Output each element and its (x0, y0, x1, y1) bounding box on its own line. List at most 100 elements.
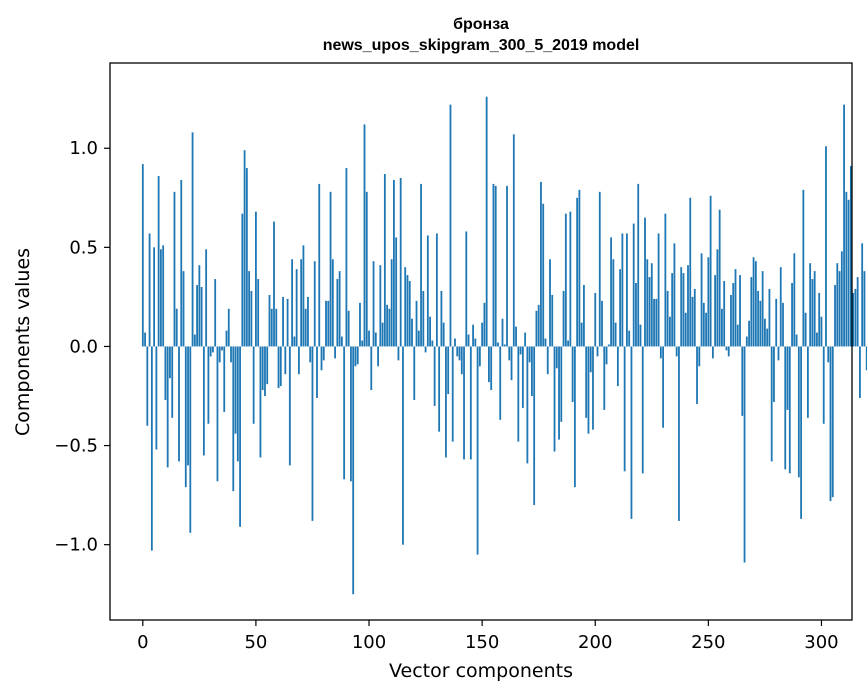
bar-25 (198, 265, 201, 347)
bar-244 (693, 288, 696, 347)
bar-49 (252, 346, 255, 424)
bar-21 (189, 346, 192, 533)
bar-88 (340, 336, 343, 347)
bar-268 (748, 320, 750, 347)
bar-184 (558, 346, 560, 440)
bar-142 (463, 346, 465, 460)
bar-118 (408, 281, 411, 347)
y-tick-label: −1.0 (54, 535, 98, 556)
y-axis-ticks: −1.0 −0.5 0.0 0.5 1.0 (54, 138, 110, 556)
bar-55 (266, 346, 269, 385)
bar-108 (386, 304, 389, 347)
bar-192 (576, 197, 579, 347)
bar-79 (320, 346, 323, 371)
bar-306 (834, 285, 836, 347)
bar-225 (650, 263, 653, 347)
bar-84 (331, 259, 334, 347)
bar-294 (806, 346, 809, 418)
bar-224 (648, 277, 651, 347)
bar-216 (630, 346, 633, 519)
bar-77 (316, 346, 318, 398)
bar-102 (372, 261, 375, 347)
bar-120 (413, 346, 416, 400)
bar-230 (662, 346, 665, 428)
bar-301 (822, 346, 825, 424)
bar-109 (388, 308, 391, 347)
bar-72 (304, 308, 307, 347)
bar-179 (546, 346, 549, 375)
bar-50 (255, 211, 257, 347)
bar-275 (764, 318, 766, 347)
bar-208 (612, 259, 615, 347)
bar-20 (187, 346, 189, 466)
bar-126 (426, 235, 429, 347)
bar-261 (732, 283, 735, 347)
bar-171 (528, 346, 531, 363)
bar-237 (678, 346, 680, 521)
bar-200 (594, 292, 597, 347)
bar-116 (404, 267, 407, 347)
bar-296 (811, 279, 814, 347)
bar-285 (786, 346, 789, 410)
x-tick-label: 100 (352, 632, 386, 653)
bar-151 (483, 302, 486, 347)
bar-229 (659, 346, 662, 359)
bar-8 (159, 249, 162, 347)
bar-41 (234, 346, 237, 434)
bar-65 (288, 346, 291, 466)
bar-40 (232, 346, 235, 492)
bar-274 (761, 271, 764, 347)
bar-67 (293, 336, 296, 347)
bar-176 (540, 181, 542, 347)
bars-group (141, 96, 867, 595)
bar-110 (390, 259, 393, 347)
bar-286 (788, 346, 791, 474)
bar-164 (512, 134, 515, 347)
bar-155 (492, 183, 495, 347)
bar-195 (583, 285, 585, 347)
bar-143 (465, 231, 468, 347)
bar-144 (467, 334, 470, 347)
bar-310 (843, 104, 845, 347)
bar-220 (639, 324, 642, 347)
bar-319 (863, 271, 866, 347)
bar-69 (297, 346, 300, 375)
bar-243 (691, 296, 694, 347)
bar-173 (533, 346, 536, 506)
bar-114 (399, 177, 402, 347)
bar-187 (564, 213, 567, 347)
bar-170 (526, 346, 529, 464)
bar-82 (327, 300, 330, 347)
bar-64 (286, 298, 289, 347)
bar-235 (673, 243, 676, 347)
bar-68 (295, 269, 298, 347)
y-axis-label: Components values (12, 248, 34, 436)
bar-272 (757, 290, 760, 347)
bar-137 (451, 346, 454, 442)
bar-78 (318, 183, 321, 347)
bar-231 (664, 213, 667, 347)
x-tick-label: 300 (804, 632, 838, 653)
bar-18 (182, 271, 185, 347)
bar-205 (605, 346, 608, 365)
bar-259 (727, 346, 730, 357)
bar-175 (537, 304, 540, 347)
bar-308 (838, 271, 841, 347)
bar-281 (777, 346, 780, 361)
bar-158 (499, 346, 502, 420)
bar-183 (555, 346, 558, 369)
bar-256 (721, 308, 723, 347)
bar-302 (825, 146, 827, 347)
bar-211 (619, 269, 622, 347)
bar-233 (668, 316, 671, 347)
bar-168 (521, 346, 524, 408)
bar-125 (424, 346, 427, 353)
bar-90 (345, 168, 348, 347)
bar-146 (472, 324, 474, 347)
bar-199 (592, 346, 594, 430)
bar-264 (739, 275, 741, 347)
bar-276 (766, 328, 769, 347)
bar-133 (442, 322, 445, 347)
bar-206 (607, 344, 610, 347)
bar-74 (309, 346, 312, 363)
